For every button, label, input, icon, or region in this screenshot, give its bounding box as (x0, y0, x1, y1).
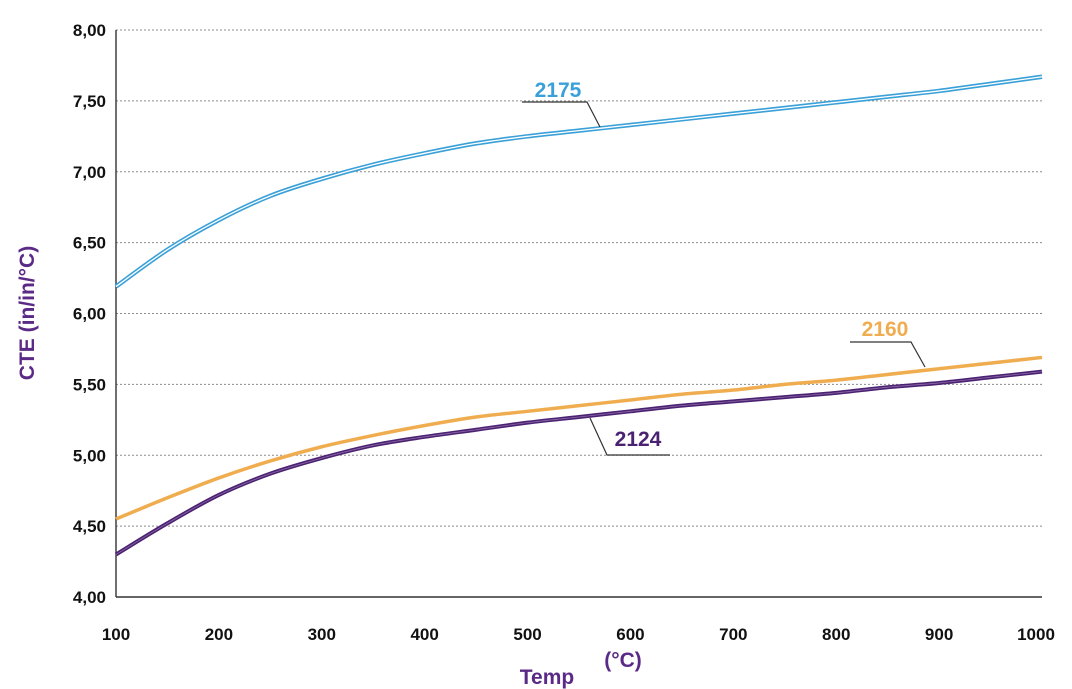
x-tick-label: 600 (616, 625, 644, 644)
x-tick-label: 1000 (1017, 625, 1055, 644)
series-line-2175-outline (114, 74, 1043, 289)
series-line-2124 (114, 369, 1043, 557)
series-leader-2160 (850, 341, 926, 368)
series-labels: 2175 2160 2124 (522, 79, 926, 456)
y-tick-label: 5,50 (73, 375, 106, 394)
x-tick-label: 800 (822, 625, 850, 644)
series-lines (114, 74, 1043, 557)
x-tick-label: 900 (925, 625, 953, 644)
axes (115, 30, 1042, 598)
y-tick-label: 7,50 (73, 92, 106, 111)
series-label-2160: 2160 (862, 318, 909, 341)
y-tick-labels: 4,00 4,50 5,00 5,50 6,00 6,50 7,00 7,50 8,00 (73, 21, 106, 607)
series-leader-2124 (589, 417, 670, 456)
y-tick-label: 7,00 (73, 163, 106, 182)
y-axis-title: CTE (in/in/°C) (16, 246, 39, 380)
grid-lines (116, 29, 1042, 527)
x-axis-title: Temp (520, 666, 574, 689)
x-tick-labels: 100 200 300 400 500 600 700 800 900 1000 (102, 625, 1055, 644)
y-tick-label: 8,00 (73, 21, 106, 40)
series-leader-2175 (522, 101, 601, 128)
y-tick-label: 4,50 (73, 517, 106, 536)
y-tick-label: 4,00 (73, 588, 106, 607)
x-tick-label: 100 (102, 625, 130, 644)
series-label-2124: 2124 (615, 428, 662, 451)
series-line-2175-inner (115, 76, 1043, 288)
x-tick-label: 400 (410, 625, 438, 644)
x-tick-label: 700 (719, 625, 747, 644)
x-tick-label: 300 (308, 625, 336, 644)
series-line-2160 (115, 355, 1043, 521)
y-tick-label: 6,50 (73, 234, 106, 253)
series-line-2124-inner (115, 371, 1043, 555)
y-tick-label: 5,00 (73, 446, 106, 465)
x-axis-unit: (°C) (604, 649, 642, 672)
x-tick-label: 200 (205, 625, 233, 644)
x-tick-label: 500 (513, 625, 541, 644)
series-label-2175: 2175 (535, 79, 582, 102)
y-tick-label: 6,00 (73, 305, 106, 324)
